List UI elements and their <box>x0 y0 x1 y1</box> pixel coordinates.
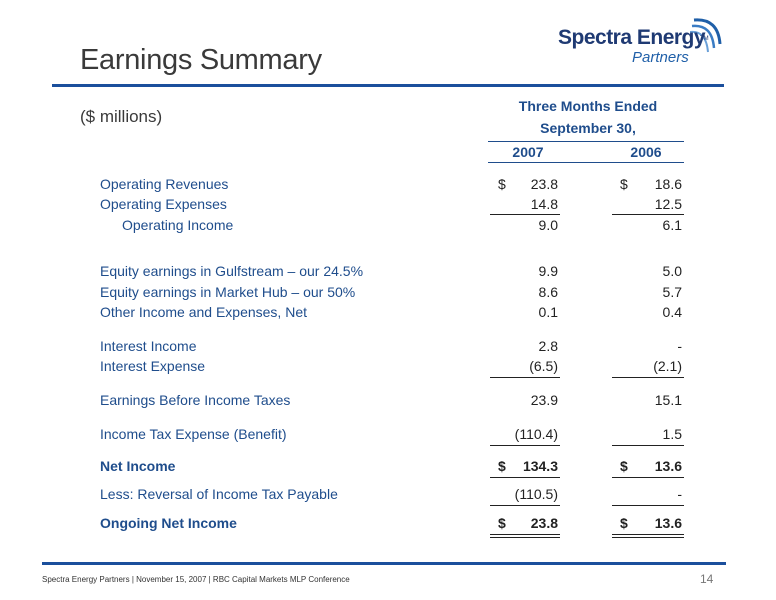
value-2006: (2.1) <box>653 358 682 374</box>
subtotal-rule <box>612 445 684 446</box>
row-label: Income Tax Expense (Benefit) <box>100 426 287 442</box>
value-2007: (6.5) <box>529 358 558 374</box>
total-double-rule <box>612 534 684 535</box>
page-title: Earnings Summary <box>80 44 322 76</box>
footer-divider <box>42 562 726 565</box>
table-row: Less: Reversal of Income Tax Payable (11… <box>0 486 776 506</box>
value-2007: 9.9 <box>538 263 558 279</box>
table-row: Ongoing Net Income $ 23.8 $ 13.6 <box>0 515 776 535</box>
row-label: Interest Expense <box>100 358 206 374</box>
value-2006: 15.1 <box>654 392 682 408</box>
dollar-sign: $ <box>620 515 628 531</box>
value-2007: 134.3 <box>522 458 558 474</box>
row-label: Other Income and Expenses, Net <box>100 304 307 320</box>
table-row: Net Income $ 134.3 $ 13.6 <box>0 458 776 478</box>
table-row: Operating Income 9.0 6.1 <box>0 217 776 237</box>
table-row: Other Income and Expenses, Net 0.1 0.4 <box>0 304 776 324</box>
subtotal-rule <box>612 214 684 215</box>
value-2006: 13.6 <box>654 458 682 474</box>
value-2007: 9.0 <box>538 217 558 233</box>
subtotal-rule <box>490 377 560 378</box>
subtotal-rule <box>490 214 560 215</box>
value-2006: 5.7 <box>662 284 682 300</box>
row-label: Net Income <box>100 458 176 474</box>
total-double-rule <box>490 534 560 535</box>
row-label: Operating Revenues <box>100 176 229 192</box>
dollar-sign: $ <box>498 515 506 531</box>
logo-main-text: Spectra Energy <box>558 26 706 49</box>
value-2006: 13.6 <box>654 515 682 531</box>
value-2006: 6.1 <box>662 217 682 233</box>
column-header-2006: 2006 <box>630 144 662 160</box>
table-row: Earnings Before Income Taxes 23.9 15.1 <box>0 392 776 412</box>
table-row: Interest Income 2.8 - <box>0 338 776 358</box>
value-2007: 0.1 <box>538 304 558 320</box>
subtotal-rule <box>490 505 560 506</box>
value-2007: 14.8 <box>530 196 558 212</box>
swoosh-icon <box>690 18 722 53</box>
value-2006: 1.5 <box>662 426 682 442</box>
logo-sub-text: Partners <box>632 49 689 66</box>
period-header-rule <box>488 141 684 142</box>
column-header-rule <box>488 162 684 163</box>
dollar-sign: $ <box>498 458 506 474</box>
row-label: Operating Income <box>122 217 234 233</box>
row-label: Equity earnings in Market Hub – our 50% <box>100 284 356 300</box>
page-number: 14 <box>700 572 714 586</box>
value-2007: (110.4) <box>514 426 558 442</box>
footer-text: Spectra Energy Partners | November 15, 2… <box>42 575 350 584</box>
total-double-rule <box>612 537 684 538</box>
row-label: Earnings Before Income Taxes <box>100 392 291 408</box>
value-2006: - <box>677 338 682 354</box>
table-row: Equity earnings in Gulfstream – our 24.5… <box>0 263 776 283</box>
value-2007: 8.6 <box>538 284 558 300</box>
subtotal-rule <box>490 477 560 478</box>
dollar-sign: $ <box>620 176 628 192</box>
value-2007: (110.5) <box>514 486 558 502</box>
table-row: Interest Expense (6.5) (2.1) <box>0 358 776 378</box>
subtotal-rule <box>490 445 560 446</box>
value-2007: 2.8 <box>538 338 558 354</box>
dollar-sign: $ <box>498 176 506 192</box>
value-2007: 23.8 <box>530 176 558 192</box>
value-2006: 0.4 <box>662 304 682 320</box>
value-2006: - <box>677 486 682 502</box>
subtotal-rule <box>612 377 684 378</box>
company-logo: Spectra Energy TM Partners <box>558 14 728 68</box>
table-row: Operating Expenses 14.8 12.5 <box>0 196 776 216</box>
row-label: Operating Expenses <box>100 196 227 212</box>
table-row: Equity earnings in Market Hub – our 50% … <box>0 284 776 304</box>
row-label: Ongoing Net Income <box>100 515 237 531</box>
subtotal-rule <box>612 505 684 506</box>
row-label: Less: Reversal of Income Tax Payable <box>100 486 338 502</box>
table-row: Income Tax Expense (Benefit) (110.4) 1.5 <box>0 426 776 446</box>
period-header-line1: Three Months Ended <box>518 98 658 114</box>
value-2007: 23.9 <box>530 392 558 408</box>
column-header-2007: 2007 <box>512 144 544 160</box>
total-double-rule <box>490 537 560 538</box>
dollar-sign: $ <box>620 458 628 474</box>
subtotal-rule <box>612 477 684 478</box>
row-label: Interest Income <box>100 338 197 354</box>
row-label: Equity earnings in Gulfstream – our 24.5… <box>100 263 364 279</box>
title-divider <box>52 84 724 87</box>
logo-trademark: TM <box>700 36 709 42</box>
value-2006: 12.5 <box>654 196 682 212</box>
period-header-line2: September 30, <box>540 120 636 136</box>
units-label: ($ millions) <box>80 107 163 126</box>
table-row: Operating Revenues $ 23.8 $ 18.6 <box>0 176 776 196</box>
value-2006: 5.0 <box>662 263 682 279</box>
value-2006: 18.6 <box>654 176 682 192</box>
value-2007: 23.8 <box>530 515 558 531</box>
